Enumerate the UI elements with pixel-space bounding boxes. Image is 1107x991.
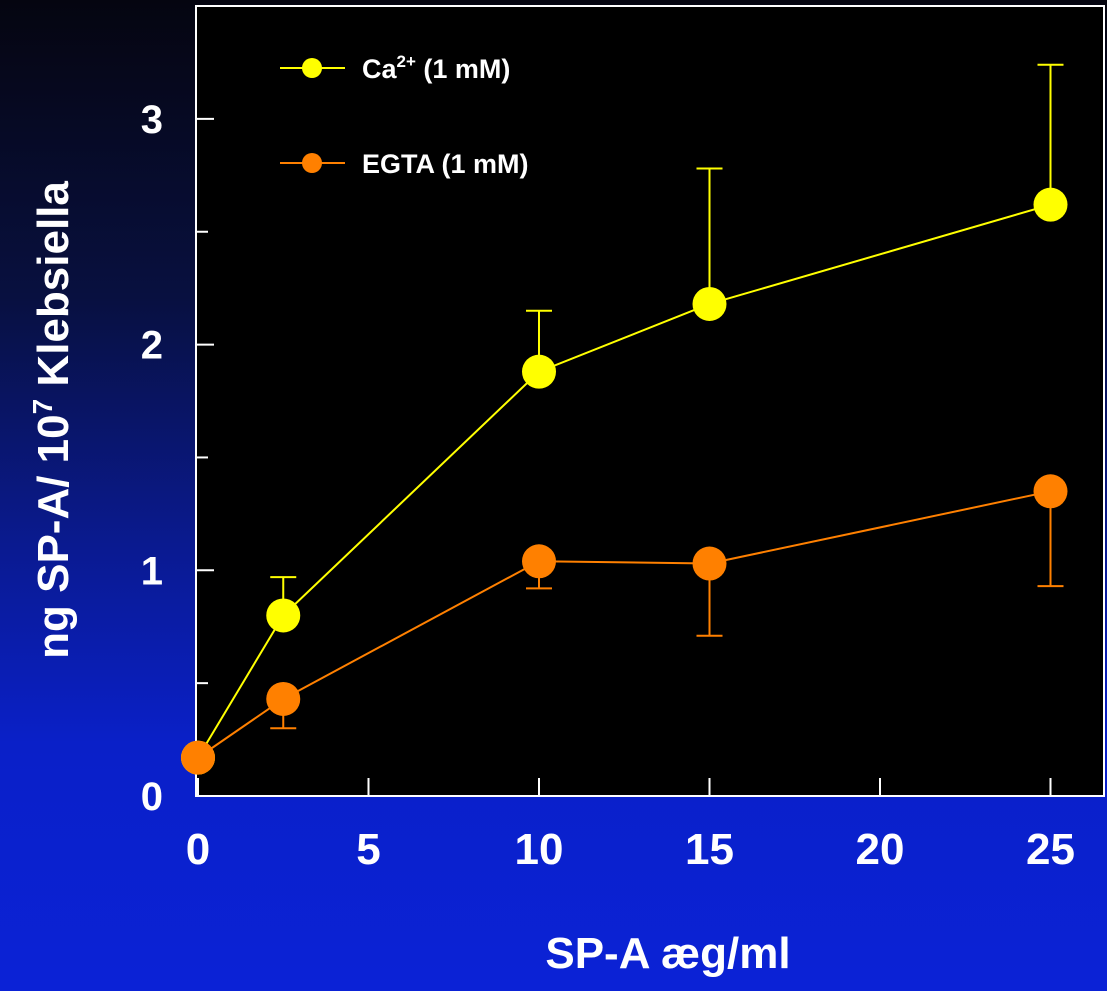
y-tick-label: 0 xyxy=(141,775,163,819)
series-layer xyxy=(181,63,1068,775)
legend-label: EGTA (1 mM) xyxy=(362,149,529,179)
legend-label: Ca2+ (1 mM) xyxy=(362,52,510,84)
x-tick-label: 15 xyxy=(685,825,734,874)
data-point xyxy=(266,598,301,633)
y-tick-label: 2 xyxy=(141,324,163,368)
data-point xyxy=(1033,187,1068,222)
x-tick-label: 20 xyxy=(856,825,905,874)
data-point xyxy=(692,286,727,321)
data-point xyxy=(692,546,727,581)
legend: Ca2+ (1 mM) EGTA (1 mM) xyxy=(280,52,529,179)
data-point xyxy=(1033,474,1068,509)
x-tick-label: 0 xyxy=(186,825,210,874)
plot-area xyxy=(195,5,1105,797)
legend-marker xyxy=(302,58,322,78)
y-axis-title: ng SP-A/ 107 Klebsiella xyxy=(27,181,78,659)
data-point xyxy=(522,544,556,579)
data-point xyxy=(181,740,215,775)
x-tick-label: 10 xyxy=(515,825,564,874)
y-tick-label: 3 xyxy=(141,98,163,142)
x-tick-label: 5 xyxy=(356,825,380,874)
x-tick-label: 25 xyxy=(1026,825,1075,874)
legend-marker xyxy=(302,153,322,173)
axes: 0 5 10 15 20 25 0 1 2 3 xyxy=(141,98,1075,874)
y-tick-label: 1 xyxy=(141,549,163,593)
series-1 xyxy=(181,474,1068,775)
data-point xyxy=(522,354,556,389)
x-axis-title: SP-A æg/ml xyxy=(545,929,790,978)
data-point xyxy=(266,681,301,716)
